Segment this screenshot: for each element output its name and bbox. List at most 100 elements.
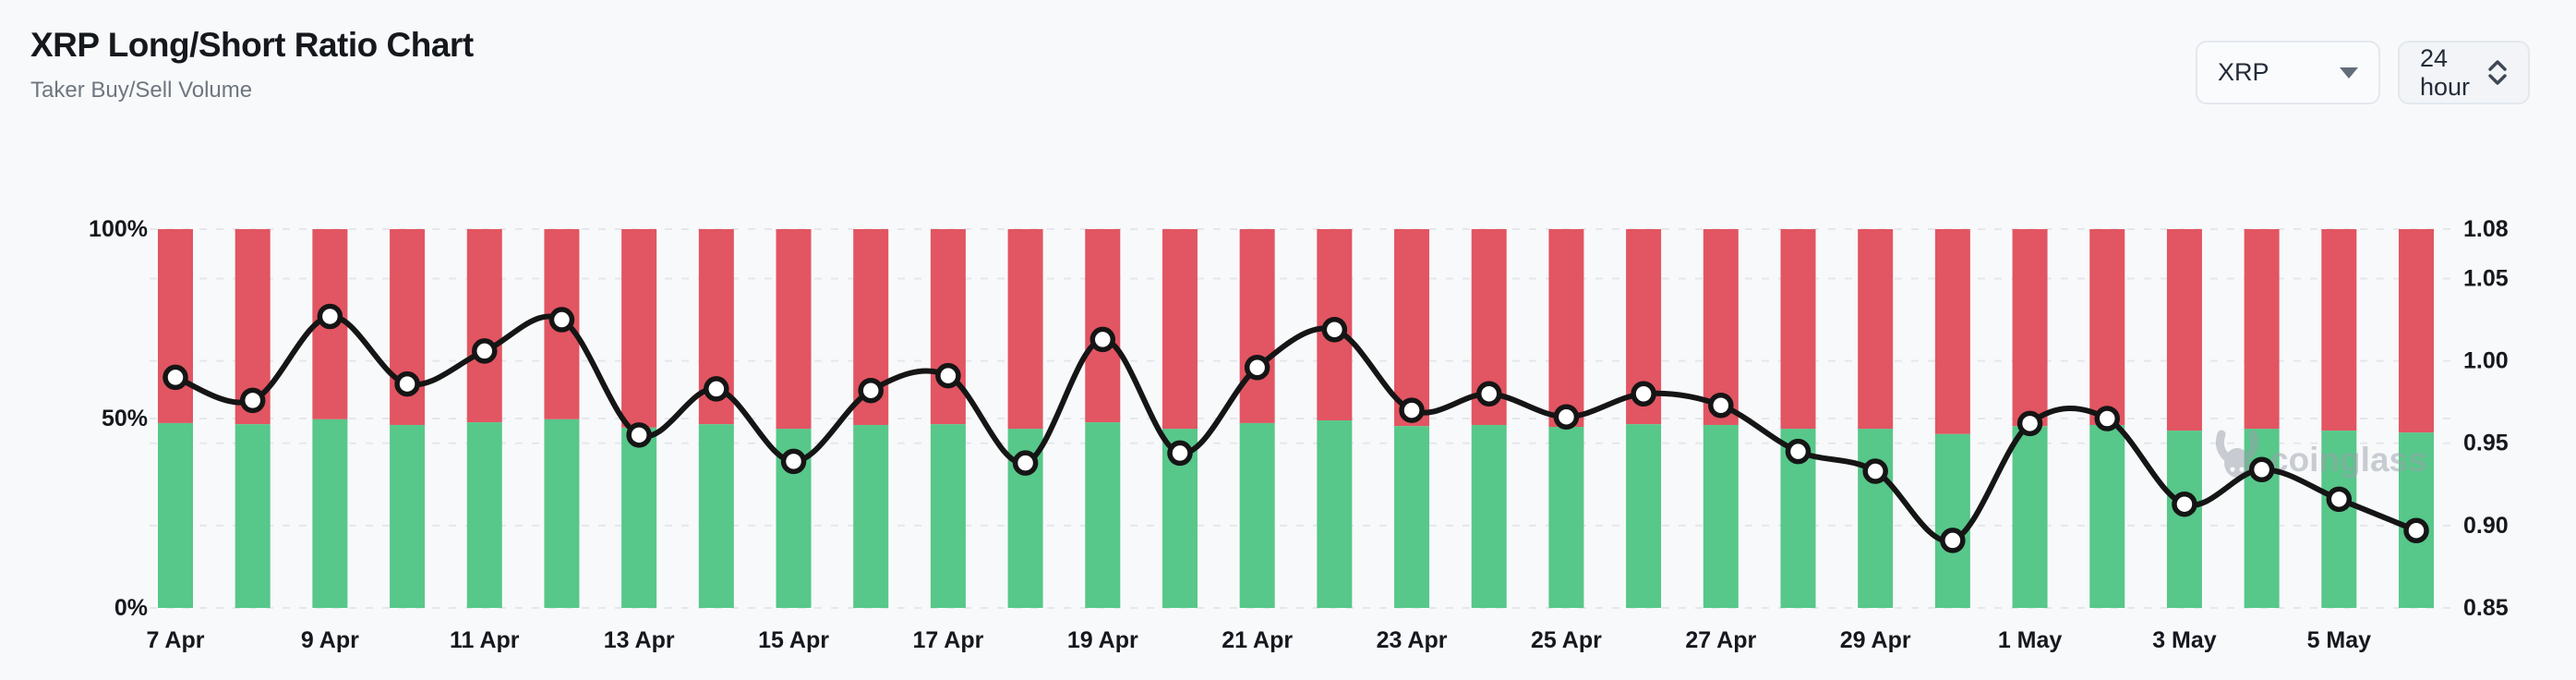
bar-buy[interactable] — [930, 424, 966, 608]
ratio-point[interactable] — [1399, 397, 1425, 423]
ratio-point[interactable] — [1631, 381, 1656, 407]
x-tick-label: 21 Apr — [1222, 627, 1293, 653]
bar-buy[interactable] — [2321, 431, 2357, 608]
bar-sell[interactable] — [1007, 229, 1043, 430]
ratio-point[interactable] — [704, 376, 729, 402]
bar-sell[interactable] — [1548, 229, 1584, 428]
bar-buy[interactable] — [2012, 426, 2048, 608]
x-tick-label: 23 Apr — [1377, 627, 1448, 653]
bar-buy[interactable] — [312, 419, 348, 608]
x-tick-label: 11 Apr — [450, 627, 520, 653]
ratio-point[interactable] — [935, 362, 961, 389]
bar-sell[interactable] — [2012, 229, 2048, 427]
bar-sell[interactable] — [1162, 229, 1198, 430]
ratio-point[interactable] — [1167, 440, 1193, 467]
ratio-point[interactable] — [1475, 381, 1502, 407]
ratio-point[interactable] — [1321, 316, 1348, 343]
bar-sell[interactable] — [1394, 229, 1430, 427]
ratio-point[interactable] — [780, 448, 807, 475]
x-tick-label: 9 Apr — [301, 627, 359, 653]
bar-buy[interactable] — [1858, 429, 1894, 608]
ratio-point[interactable] — [1244, 354, 1270, 381]
ratio-point[interactable] — [1089, 326, 1116, 353]
ratio-point[interactable] — [2403, 517, 2429, 543]
y-right-tick-label: 1.05 — [2463, 265, 2509, 291]
bar-sell[interactable] — [158, 229, 193, 423]
bar-sell[interactable] — [930, 229, 966, 425]
caret-down-icon — [2340, 67, 2358, 79]
bar-sell[interactable] — [1780, 229, 1816, 430]
bar-buy[interactable] — [544, 419, 580, 608]
bar-buy[interactable] — [1471, 424, 1507, 608]
bar-sell[interactable] — [621, 229, 657, 428]
bar-buy[interactable] — [2166, 431, 2202, 608]
bar-sell[interactable] — [2321, 229, 2357, 431]
bar-buy[interactable] — [158, 422, 193, 608]
x-tick-label: 5 May — [2307, 627, 2372, 653]
ratio-point[interactable] — [163, 364, 188, 391]
page-title: XRP Long/Short Ratio Chart — [30, 26, 474, 64]
ratio-point[interactable] — [1553, 404, 1580, 430]
x-tick-label: 17 Apr — [912, 627, 983, 653]
bar-sell[interactable] — [2166, 229, 2202, 431]
ratio-point[interactable] — [2094, 406, 2120, 431]
y-left-tick-label: 0% — [114, 595, 148, 621]
coinglass-logo-icon — [2216, 430, 2258, 478]
ratio-point[interactable] — [2016, 410, 2043, 437]
bar-sell[interactable] — [1858, 229, 1894, 430]
bar-sell[interactable] — [2399, 229, 2435, 433]
bar-buy[interactable] — [1394, 426, 1430, 608]
x-tick-label: 7 Apr — [147, 627, 205, 653]
bar-sell[interactable] — [466, 229, 502, 423]
ratio-point[interactable] — [858, 377, 884, 404]
coinglass-watermark: coinglass — [2216, 430, 2427, 479]
page-subtitle: Taker Buy/Sell Volume — [30, 78, 253, 103]
ratio-point[interactable] — [548, 307, 575, 333]
ratio-point[interactable] — [1708, 392, 1734, 419]
bar-sell[interactable] — [1703, 229, 1739, 425]
ratio-point[interactable] — [1012, 450, 1039, 476]
bar-sell[interactable] — [1085, 229, 1121, 423]
bar-buy[interactable] — [853, 424, 889, 608]
ratio-point[interactable] — [317, 303, 343, 330]
y-right-tick-label: 0.85 — [2463, 595, 2509, 621]
ratio-point[interactable] — [2326, 486, 2353, 513]
ratio-line — [173, 313, 2420, 544]
y-right-tick-label: 1.00 — [2463, 348, 2509, 374]
bar-buy[interactable] — [1626, 424, 1662, 608]
bar-sell[interactable] — [2244, 229, 2280, 430]
watermark-text: coinglass — [2269, 441, 2427, 479]
bar-buy[interactable] — [1548, 427, 1584, 608]
bar-buy[interactable] — [1317, 420, 1353, 608]
bar-buy[interactable] — [2089, 424, 2125, 608]
bar-buy[interactable] — [698, 424, 734, 608]
bar-buy[interactable] — [1239, 422, 1275, 608]
ratio-point[interactable] — [239, 387, 266, 414]
bar-buy[interactable] — [1934, 433, 1970, 608]
bar-sell[interactable] — [776, 229, 812, 430]
chart-controls: XRP 24 hour — [2196, 41, 2530, 104]
ratio-point[interactable] — [472, 338, 498, 364]
x-tick-label: 29 Apr — [1840, 627, 1911, 653]
bar-buy[interactable] — [466, 422, 502, 608]
bar-sell[interactable] — [2089, 229, 2125, 425]
bar-buy[interactable] — [1703, 424, 1739, 608]
symbol-select[interactable]: XRP — [2196, 41, 2380, 104]
bar-sell[interactable] — [1239, 229, 1275, 423]
ratio-point[interactable] — [2248, 456, 2275, 483]
ratio-point[interactable] — [2172, 491, 2197, 517]
bar-buy[interactable] — [235, 424, 271, 608]
bar-buy[interactable] — [1085, 422, 1121, 608]
ratio-point[interactable] — [394, 370, 420, 397]
x-tick-label: 19 Apr — [1067, 627, 1138, 653]
ratio-point[interactable] — [626, 422, 652, 448]
ratio-point[interactable] — [1940, 528, 1966, 553]
ratio-point[interactable] — [1862, 458, 1888, 484]
interval-select[interactable]: 24 hour — [2398, 41, 2530, 104]
bar-buy[interactable] — [621, 427, 657, 608]
bar-buy[interactable] — [390, 424, 426, 608]
bar-sell[interactable] — [1934, 229, 1970, 434]
x-tick-label: 13 Apr — [604, 627, 675, 653]
ratio-point[interactable] — [1785, 438, 1812, 465]
